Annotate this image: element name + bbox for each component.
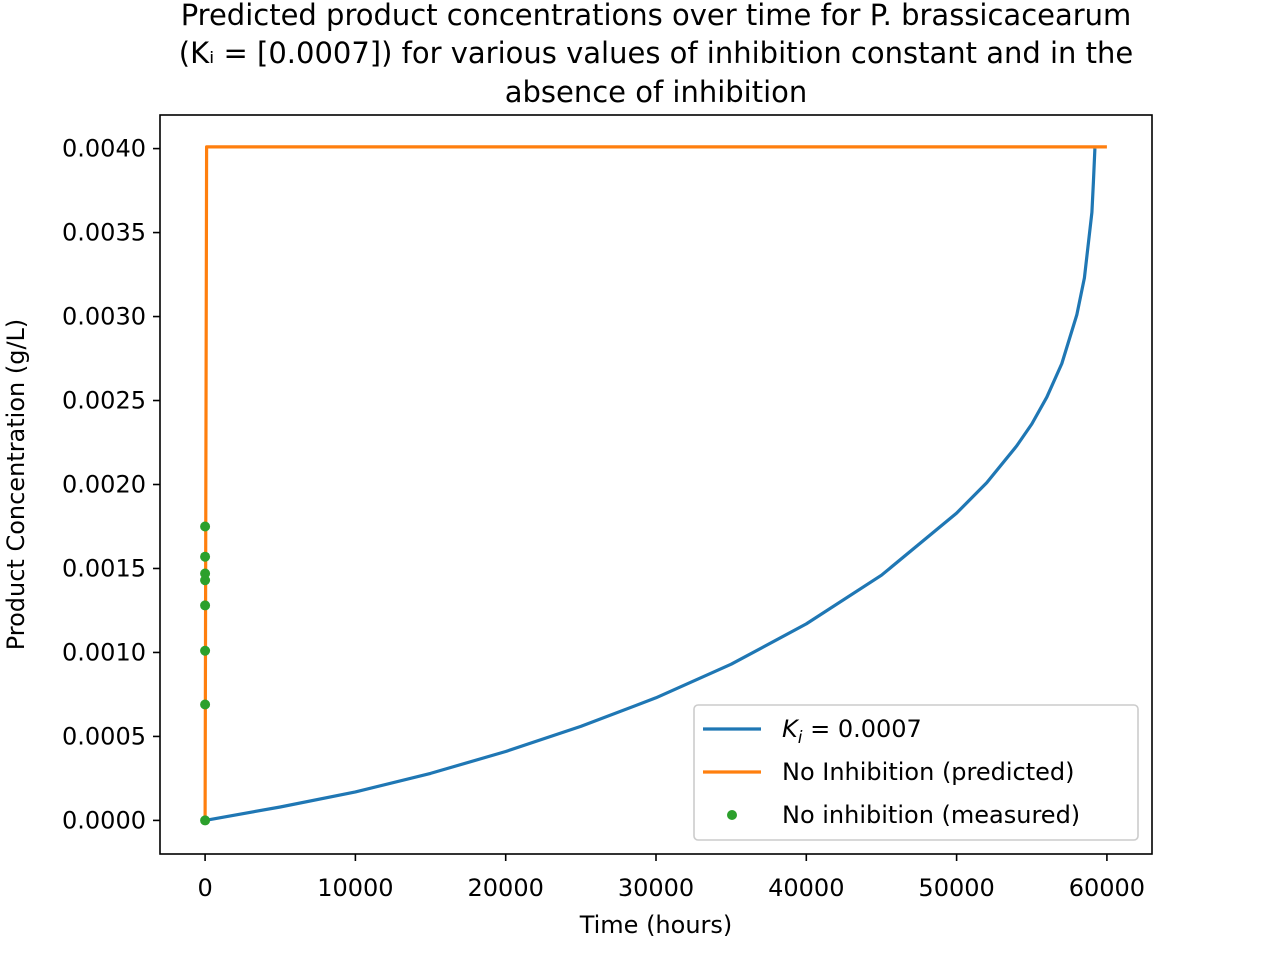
x-axis: 0 10000 20000 30000 40000 50000 60000 (197, 854, 1145, 902)
data-point (200, 521, 211, 532)
x-tick-label: 30000 (618, 874, 694, 902)
y-tick-label: 0.0010 (62, 638, 146, 666)
series-line (203, 145, 1107, 821)
data-point (200, 568, 211, 579)
y-tick-label: 0.0035 (62, 219, 146, 247)
series-2 (200, 521, 211, 826)
data-point (200, 600, 211, 611)
series-layer (200, 145, 1107, 826)
y-axis-label: Product Concentration (g/L) (2, 319, 30, 651)
series-line (204, 148, 1097, 822)
series-1 (203, 145, 1107, 821)
x-tick-label: 60000 (1069, 874, 1145, 902)
legend-label: No inhibition (measured) (782, 801, 1080, 829)
y-tick-label: 0.0030 (62, 303, 146, 331)
y-axis: 0.0000 0.0005 0.0010 0.0015 0.0020 0.0025 0.00… (62, 135, 160, 834)
data-point (200, 815, 211, 826)
x-tick-label: 0 (197, 874, 212, 902)
data-point (200, 645, 211, 656)
series-0 (204, 148, 1097, 822)
x-tick-label: 10000 (317, 874, 393, 902)
legend: Ki = 0.0007 No Inhibition (predicted) No i… (693, 704, 1139, 841)
data-point (200, 699, 211, 710)
y-tick-label: 0.0015 (62, 554, 146, 582)
y-tick-label: 0.0020 (62, 471, 146, 499)
x-tick-label: 50000 (918, 874, 994, 902)
y-tick-label: 0.0005 (62, 722, 146, 750)
legend-label: No Inhibition (predicted) (782, 758, 1075, 786)
x-axis-label: Time (hours) (579, 911, 733, 939)
y-tick-label: 0.0025 (62, 387, 146, 415)
data-point (200, 551, 211, 562)
y-tick-label: 0.0000 (62, 806, 146, 834)
y-tick-label: 0.0040 (62, 135, 146, 163)
chart-title-line-2: (Kᵢ = [0.0007]) for various values of in… (178, 36, 1134, 70)
legend-box (693, 704, 1139, 841)
x-tick-label: 20000 (468, 874, 544, 902)
legend-label: Ki = 0.0007 (782, 715, 922, 748)
legend-swatch-point (727, 810, 737, 820)
chart-title-line-3: absence of inhibition (504, 75, 808, 109)
chart-title-line-1: Predicted product concentrations over ti… (180, 0, 1132, 32)
x-tick-label: 40000 (768, 874, 844, 902)
